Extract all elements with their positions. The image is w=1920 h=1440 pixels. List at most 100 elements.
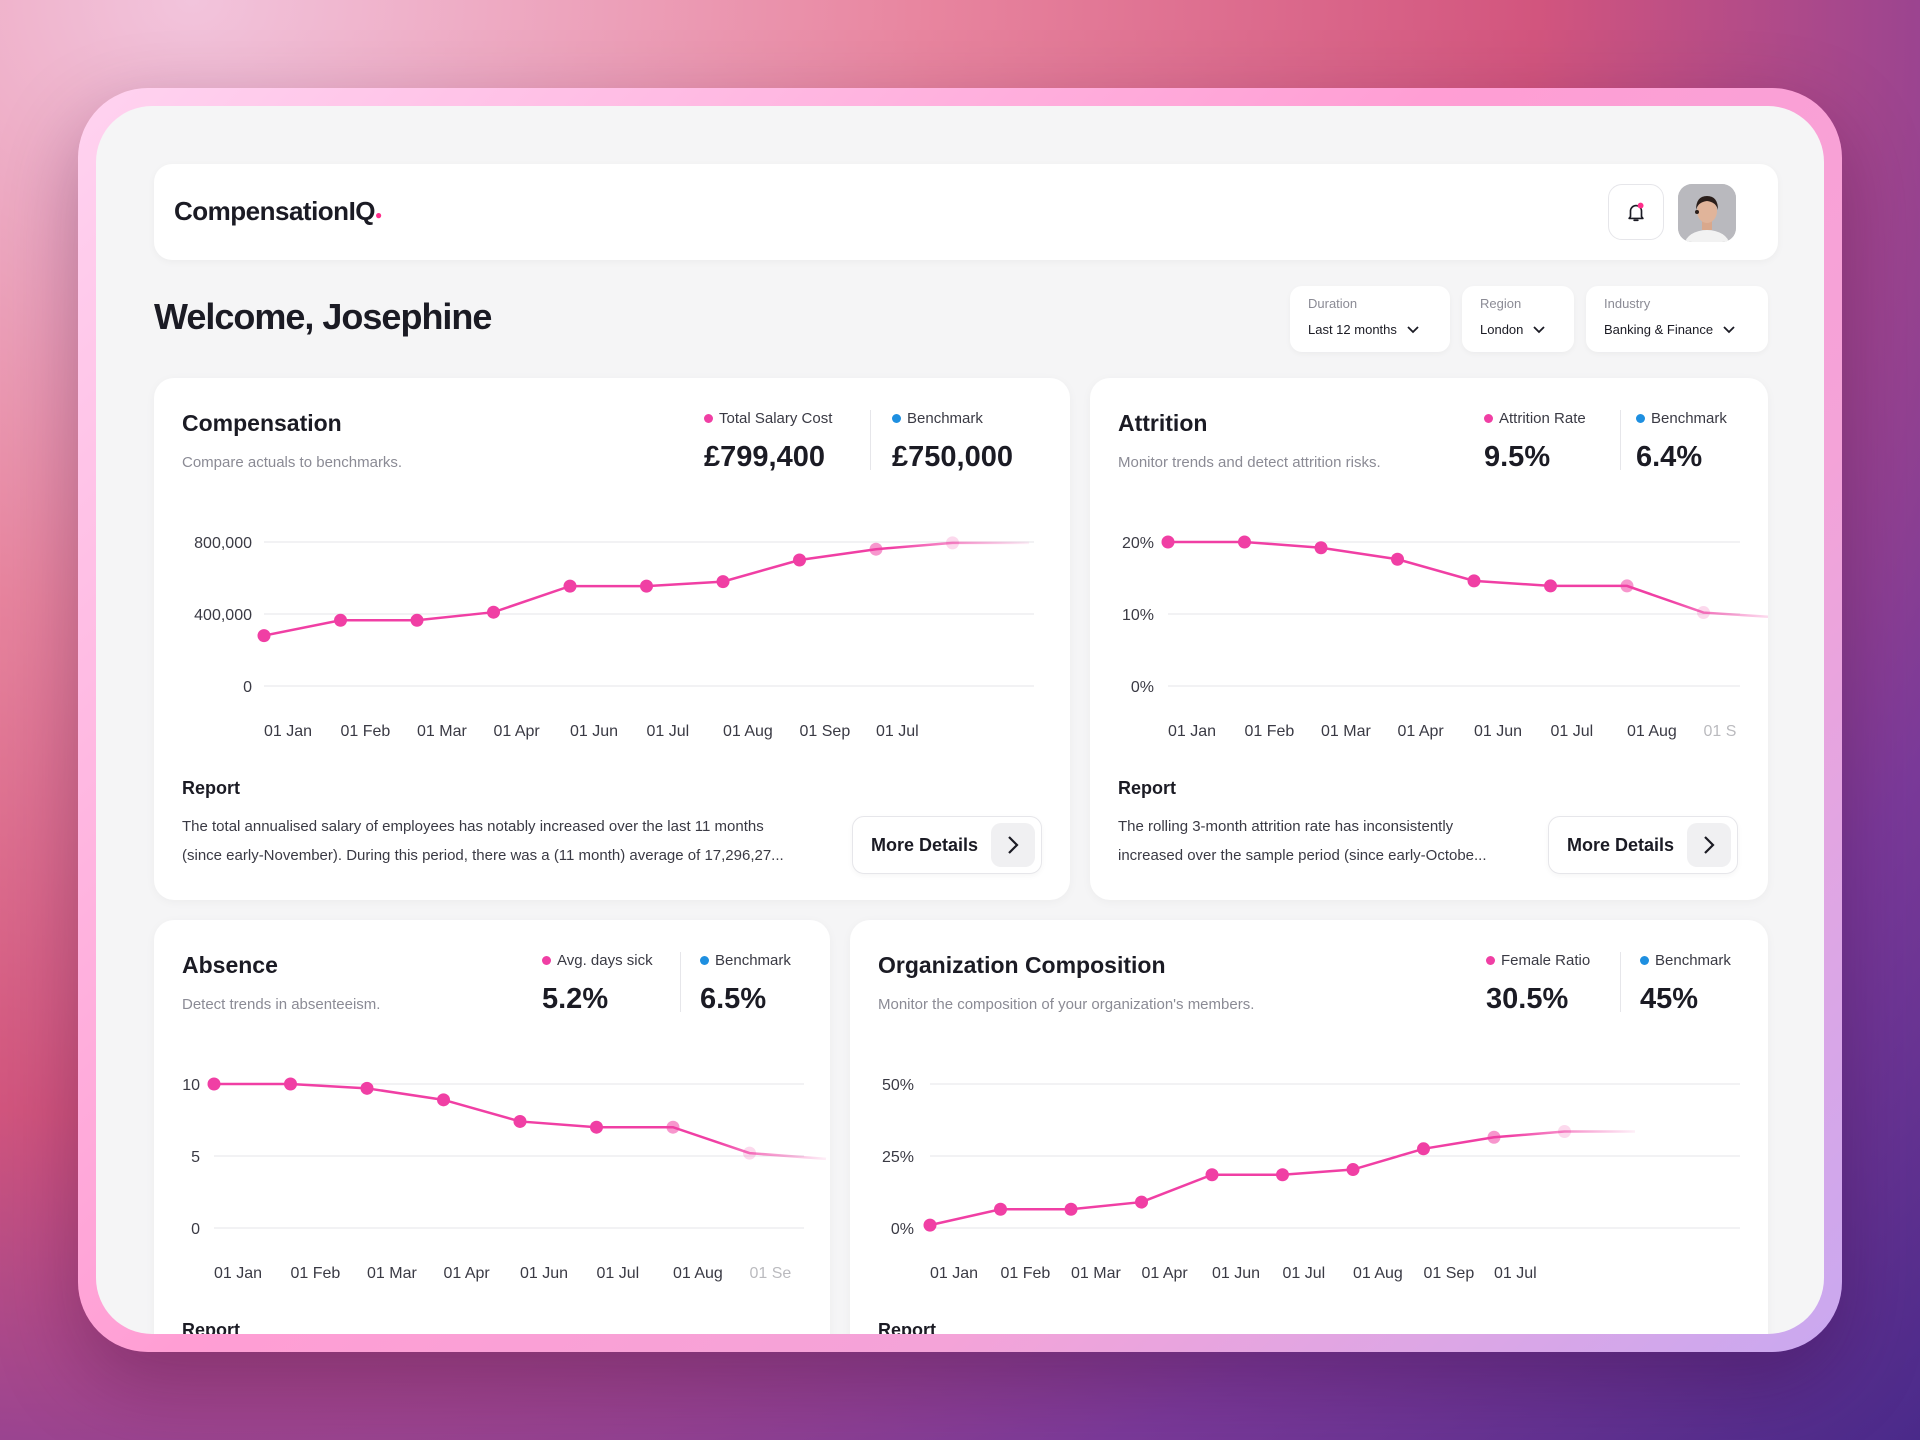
attrition-chart: 0% 10% 20% 01 Jan 01 Feb 01 Mar 01 Apr 01 Jun 01… [1122, 535, 1768, 740]
data-point[interactable] [1620, 579, 1634, 593]
avg-days-sick-metric: Avg. days sick 5.2% [542, 952, 653, 1016]
report-title: Report [182, 778, 240, 798]
x-tick-label: 01 Jul [597, 1265, 640, 1282]
data-point[interactable] [360, 1081, 374, 1095]
top-bar: CompensationIQ● [154, 164, 1778, 260]
blue-dot-icon [1640, 956, 1649, 965]
app-logo[interactable]: CompensationIQ● [174, 196, 382, 226]
y-tick-label: 50% [882, 1077, 914, 1094]
data-point[interactable] [1391, 552, 1404, 566]
organization-card: Organization Composition Monitor the com… [850, 920, 1768, 1334]
x-tick-label: 01 Sep [800, 723, 851, 740]
more-details-button[interactable]: More Details [852, 816, 1042, 874]
data-point[interactable] [640, 579, 653, 593]
data-point[interactable] [437, 1093, 450, 1107]
metric-divider [1620, 952, 1621, 1012]
x-tick-label: 01 Mar [417, 723, 467, 740]
benchmark-metric: Benchmark £750,000 [892, 410, 1013, 474]
report-title: Report [1118, 778, 1176, 798]
x-tick-label: 01 Jun [520, 1265, 568, 1282]
benchmark-metric: Benchmark 45% [1640, 952, 1731, 1016]
metric-label: Benchmark [1655, 952, 1731, 969]
x-tick-label: 01 Se [750, 1265, 792, 1282]
data-point[interactable] [563, 579, 577, 593]
more-details-label: More Details [871, 834, 979, 855]
data-point[interactable] [743, 1146, 756, 1160]
data-point[interactable] [284, 1077, 297, 1091]
x-tick-label: 01 Jun [1474, 723, 1522, 740]
data-point[interactable] [1558, 1125, 1571, 1139]
data-point[interactable] [1238, 535, 1251, 549]
data-point[interactable] [1064, 1202, 1078, 1216]
data-point[interactable] [590, 1120, 603, 1134]
data-point[interactable] [1161, 535, 1175, 549]
data-point[interactable] [1544, 579, 1557, 593]
data-point[interactable] [793, 553, 806, 567]
data-point[interactable] [334, 613, 347, 627]
data-point[interactable] [487, 605, 500, 619]
region-filter[interactable]: Region London [1462, 286, 1574, 352]
metric-value: £799,400 [704, 441, 825, 473]
metric-value: 6.4% [1636, 441, 1703, 473]
data-point[interactable] [513, 1114, 527, 1128]
data-point[interactable] [207, 1077, 221, 1091]
report-line: The total annualised salary of employees… [182, 818, 764, 835]
blue-dot-icon [700, 956, 709, 965]
data-point[interactable] [716, 575, 730, 589]
female-ratio-metric: Female Ratio 30.5% [1486, 952, 1590, 1016]
data-point[interactable] [1205, 1168, 1219, 1182]
data-point[interactable] [1697, 606, 1710, 620]
data-point[interactable] [1314, 541, 1328, 555]
data-point[interactable] [946, 536, 959, 550]
y-tick-label: 20% [1122, 535, 1154, 552]
notifications-button[interactable] [1608, 184, 1664, 240]
report-line: increased over the sample period (since … [1118, 847, 1487, 864]
x-tick-label: 01 Aug [723, 723, 773, 740]
more-details-button[interactable]: More Details [1548, 816, 1738, 874]
duration-value: Last 12 months [1308, 322, 1397, 337]
pink-dot-icon [704, 414, 713, 423]
report-title: Report [182, 1320, 240, 1334]
data-point[interactable] [1346, 1163, 1360, 1177]
y-tick-label: 10% [1122, 607, 1154, 624]
x-tick-label: 01 Aug [673, 1265, 723, 1282]
industry-filter[interactable]: Industry Banking & Finance [1586, 286, 1768, 352]
x-tick-label: 01 Jun [1212, 1265, 1260, 1282]
metric-divider [1620, 410, 1621, 470]
duration-filter[interactable]: Duration Last 12 months [1290, 286, 1450, 352]
x-tick-label: 01 Jul [876, 723, 919, 740]
metric-divider [870, 410, 871, 470]
data-point[interactable] [1467, 574, 1481, 588]
x-tick-label: 01 Apr [494, 723, 541, 740]
report-line: (since early-November). During this peri… [182, 847, 784, 864]
x-tick-label: 01 Jan [1168, 723, 1216, 740]
metric-label: Total Salary Cost [719, 410, 833, 427]
x-tick-label: 01 Apr [1398, 723, 1445, 740]
data-point[interactable] [994, 1202, 1007, 1216]
metric-label: Benchmark [907, 410, 983, 427]
y-tick-label: 400,000 [194, 607, 252, 624]
data-point[interactable] [1487, 1130, 1501, 1144]
data-point[interactable] [1276, 1168, 1289, 1182]
x-tick-label: 01 Apr [444, 1265, 491, 1282]
x-tick-label: 01 Mar [1071, 1265, 1121, 1282]
x-tick-label: 01 Mar [1321, 723, 1371, 740]
data-point[interactable] [666, 1120, 680, 1134]
more-details-label: More Details [1567, 834, 1675, 855]
data-point[interactable] [923, 1218, 937, 1232]
data-point[interactable] [1135, 1195, 1148, 1209]
app-screen: CompensationIQ● Welcome, Josephine Durat… [96, 106, 1824, 1334]
data-point[interactable] [1417, 1142, 1430, 1156]
data-point[interactable] [410, 613, 424, 627]
attrition-rate-metric: Attrition Rate 9.5% [1484, 410, 1586, 474]
metric-label: Benchmark [715, 952, 791, 969]
duration-label: Duration [1308, 296, 1358, 311]
x-tick-label: 01 Apr [1142, 1265, 1189, 1282]
data-point[interactable] [257, 629, 271, 643]
absence-title: Absence [182, 952, 278, 978]
user-avatar[interactable] [1678, 184, 1736, 242]
x-tick-label: 01 Aug [1353, 1265, 1403, 1282]
data-point[interactable] [869, 542, 883, 556]
pink-dot-icon [542, 956, 551, 965]
blue-dot-icon [892, 414, 901, 423]
